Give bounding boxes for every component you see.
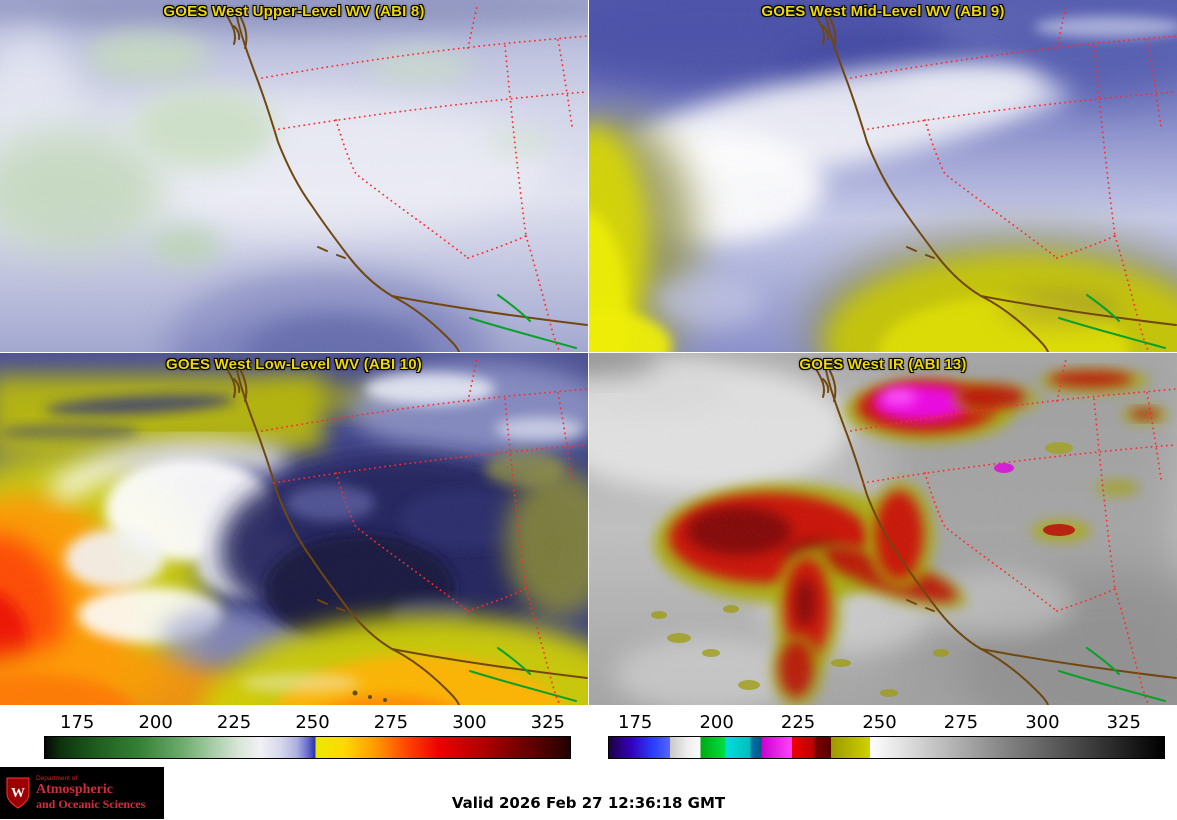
tick-label: 225 [780,712,816,733]
tick-label: 200 [699,712,734,733]
wv-colorbar: 175 200 225 250 275 300 325 [44,712,571,759]
satellite-image-upper-wv [0,0,588,352]
tick-label: 250 [295,712,330,733]
panel-upper-level-wv: GOES West Upper-Level WV (ABI 8) [0,0,588,352]
tick-label: 325 [1106,712,1141,733]
tick-label: 250 [862,712,897,733]
tick-label: 200 [138,712,173,733]
wv-colorbar-gradient [44,736,571,759]
uw-crest-icon: W [6,777,30,809]
tick-label: 300 [1025,712,1060,733]
logo-line-atmos: Atmospheric [36,782,113,798]
logo-line-ocean: and Oceanic Sciences [36,797,146,812]
satellite-image-ir [589,353,1177,705]
panel-low-level-wv: GOES West Low-Level WV (ABI 10) [0,353,588,705]
valid-timestamp: Valid 2026 Feb 27 12:36:18 GMT [451,794,726,812]
panel-ir: GOES West IR (ABI 13) [589,353,1177,705]
tick-label: 175 [618,712,653,733]
tick-label: 275 [943,712,979,733]
quad-panel-grid: GOES West Upper-Level WV (ABI 8) [0,0,1177,705]
ir-colorbar-gradient [608,736,1165,759]
logo-text: Department of Atmospheric and Oceanic Sc… [36,775,145,810]
panel-title-abi8: GOES West Upper-Level WV (ABI 8) [163,3,425,20]
satellite-image-low-wv [0,353,588,705]
wv-colorbar-ticks: 175 200 225 250 275 300 325 [44,712,571,733]
satellite-image-mid-wv [589,0,1177,352]
ir-colorbar: 175 200 225 250 275 300 325 [608,712,1165,759]
tick-label: 300 [452,712,487,733]
uw-aos-logo: W Department of Atmospheric and Oceanic … [0,767,164,819]
tick-label: 225 [216,712,252,733]
tick-label: 325 [530,712,565,733]
ir-colorbar-ticks: 175 200 225 250 275 300 325 [608,712,1165,733]
tick-label: 275 [373,712,409,733]
colorbar-legends: 175 200 225 250 275 300 325 175 200 225 … [0,712,1177,759]
panel-title-abi13: GOES West IR (ABI 13) [799,356,967,373]
panel-title-abi10: GOES West Low-Level WV (ABI 10) [166,356,422,373]
panel-title-abi9: GOES West Mid-Level WV (ABI 9) [761,3,1005,20]
footer: W Department of Atmospheric and Oceanic … [0,759,1177,820]
tick-label: 175 [60,712,95,733]
logo-line-dept: Department of [36,775,78,783]
crest-monogram: W [11,786,25,801]
panel-mid-level-wv: GOES West Mid-Level WV (ABI 9) [589,0,1177,352]
